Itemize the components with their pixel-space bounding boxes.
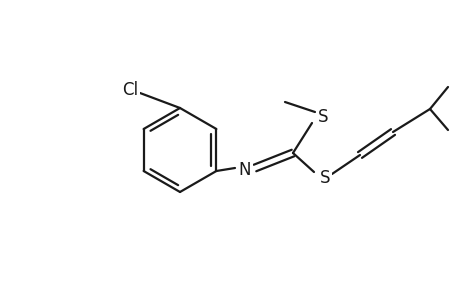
Text: S: S (319, 169, 330, 187)
Text: Cl: Cl (122, 81, 138, 99)
Text: S: S (317, 108, 328, 126)
Text: N: N (238, 161, 251, 179)
